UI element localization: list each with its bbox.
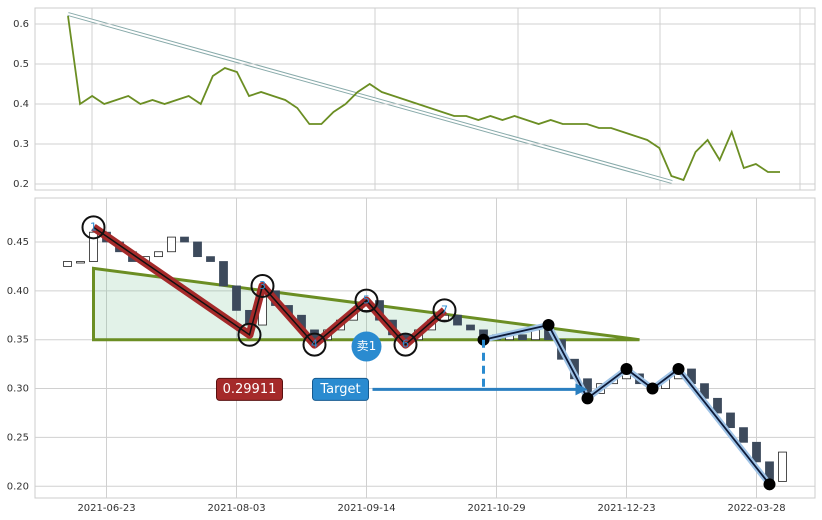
pattern-label: 3 (259, 279, 266, 292)
forecast-point (672, 363, 685, 376)
pattern-label: 5 (363, 294, 370, 307)
candle (154, 251, 163, 258)
x-tick-label: 2021-10-29 (467, 503, 525, 514)
pattern-point (432, 298, 457, 323)
top-vgrid (91, 8, 801, 190)
y-tick-label: 0.30 (7, 384, 29, 395)
forecast-point (646, 382, 659, 395)
y-tick-label: 0.5 (13, 59, 29, 70)
target-value: 0.29911 (223, 382, 277, 397)
pattern-point (81, 215, 106, 240)
candle (219, 261, 228, 287)
candle (518, 334, 527, 341)
candle (180, 236, 189, 243)
pattern-label: 7 (441, 303, 448, 316)
candle (76, 261, 85, 264)
candle (206, 256, 215, 262)
candle (726, 412, 735, 429)
pattern-point (250, 273, 275, 298)
pattern-label: 6 (402, 338, 409, 351)
pattern-point (237, 322, 262, 347)
target-value-box (216, 377, 283, 401)
y-tick-label: 0.25 (7, 432, 29, 443)
y-tick-label: 0.4 (13, 99, 29, 110)
forecast-point (763, 478, 776, 491)
target-box (312, 377, 369, 401)
pattern-label: 1 (90, 220, 97, 233)
candle (453, 314, 462, 326)
trend-arrow (67, 12, 673, 184)
candle (752, 441, 761, 463)
y-tick-label: 0.45 (7, 237, 29, 248)
y-tick-label: 0.35 (7, 335, 29, 346)
y-tick-label: 0.6 (13, 19, 29, 30)
x-tick-label: 2021-12-23 (597, 503, 655, 514)
candle (63, 261, 72, 267)
pattern-point (393, 332, 418, 357)
pattern-point (302, 332, 327, 357)
top-panel (34, 7, 816, 191)
candle (167, 236, 176, 253)
x-tick-label: 2022-03-28 (727, 503, 785, 514)
bottom-panel (34, 197, 816, 499)
forecast-point (542, 319, 555, 332)
candle (193, 241, 202, 258)
forecast-point (620, 363, 633, 376)
y-tick-label: 0.20 (7, 481, 29, 492)
signal-marker (351, 331, 382, 362)
y-tick-label: 0.2 (13, 179, 29, 190)
forecast-point (581, 392, 594, 405)
pattern-label: 4 (311, 338, 318, 351)
price-line (67, 15, 780, 182)
signal-label: 卖1 (357, 339, 377, 353)
x-tick-label: 2021-06-23 (77, 503, 135, 514)
target-label: Target (319, 382, 360, 397)
candle (466, 324, 475, 331)
x-tick-label: 2021-08-03 (207, 503, 265, 514)
y-tick-label: 0.40 (7, 286, 29, 297)
target-arrow-head (575, 383, 588, 396)
candle (739, 427, 748, 443)
y-tick-label: 0.3 (13, 139, 29, 150)
candle (713, 397, 722, 414)
candle (232, 285, 241, 311)
candle (89, 231, 98, 262)
candle (778, 451, 787, 482)
pattern-line (93, 226, 445, 346)
pattern-point (354, 288, 379, 313)
x-tick-label: 2021-09-14 (337, 503, 395, 514)
